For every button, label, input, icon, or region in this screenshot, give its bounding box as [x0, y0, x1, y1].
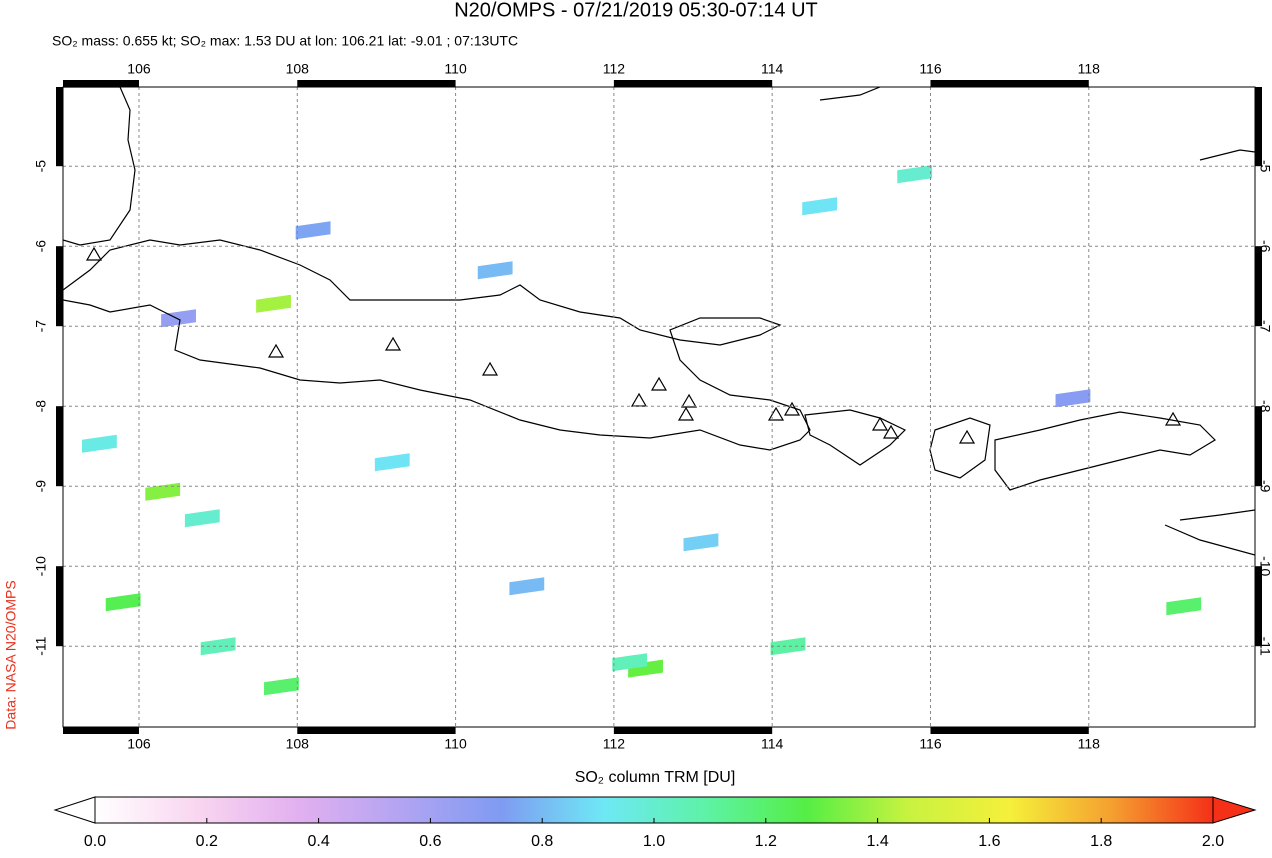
y-tick-label-left: -6: [33, 240, 49, 253]
y-tick-label-left: -11: [33, 636, 49, 655]
so2-pixel: [264, 677, 299, 696]
colorbar-tick-label: 0.0: [84, 833, 106, 850]
coastlines: [63, 87, 1255, 556]
title: N20/OMPS - 07/21/2019 05:30-07:14 UT: [454, 0, 818, 21]
side-label: Data: NASA N20/OMPS: [3, 580, 19, 729]
x-tick-label-top: 110: [444, 61, 467, 77]
colorbar-tick-label: 1.4: [866, 833, 888, 850]
so2-pixel: [509, 577, 545, 596]
x-tick-label-top: 112: [603, 61, 626, 77]
y-tick-label-left: -10: [33, 556, 49, 576]
colorbar-tick-label: 0.8: [531, 833, 553, 850]
y-tick-label-left: -9: [33, 480, 49, 493]
colorbar-over-arrow: [1212, 796, 1257, 824]
frame-bar: [613, 727, 773, 734]
frame-bar: [297, 727, 456, 734]
borneo-coast: [819, 87, 1255, 521]
bali-coast: [804, 409, 907, 466]
so2-pixel: [81, 434, 117, 453]
colorbar-tick-label: 0.2: [196, 833, 218, 850]
frame-bar: [56, 406, 63, 487]
frame-bar: [1255, 246, 1262, 327]
sumba-coast: [1164, 524, 1255, 556]
colorbar: 0.0 0.2 0.4 0.6 0.8 1.0 1.2 1.4 1.6 1.8 2.0: [53, 796, 1257, 850]
frame-bar: [1255, 406, 1262, 487]
x-tick-label-top: 116: [919, 61, 942, 77]
x-tick-label-top: 108: [286, 61, 310, 77]
sumatra-coast: [63, 87, 136, 246]
so2-pixel: [256, 294, 291, 313]
so2-pixel: [683, 533, 719, 552]
x-tick-label-bottom: 112: [603, 736, 626, 752]
colorbar-tick-label: 1.2: [755, 833, 777, 850]
x-tick-label-bottom: 110: [444, 736, 467, 752]
frame-bar: [56, 87, 63, 167]
frame-bar: [63, 80, 139, 87]
so2-pixel: [295, 221, 331, 240]
so2-pixel: [897, 165, 933, 184]
so2-pixel: [374, 453, 410, 472]
grid: [63, 87, 1255, 727]
so2-pixel: [1055, 389, 1091, 408]
so2-pixel: [770, 637, 806, 656]
colorbar-tick-label: 0.4: [307, 833, 329, 850]
y-tick-label-left: -5: [33, 160, 49, 173]
x-tick-label-bottom: 118: [1078, 736, 1101, 752]
so2-pixel: [184, 509, 220, 528]
colorbar-tick-label: 2.0: [1202, 833, 1224, 850]
so2-pixel: [802, 197, 838, 216]
frame-bar: [1255, 566, 1262, 647]
frame-ticks: 106 106 108 108 110 110 112 112 114 114 116 116 118 1…: [33, 61, 1272, 752]
frame-bar: [56, 566, 63, 647]
frame-bar: [930, 80, 1089, 87]
so2-pixel: [161, 309, 196, 328]
colorbar-tick-label: 1.8: [1090, 833, 1112, 850]
colorbar-tick-label: 1.0: [643, 833, 665, 850]
x-tick-label-bottom: 114: [761, 736, 784, 752]
so2-pixel: [145, 482, 181, 501]
x-tick-label-top: 114: [761, 61, 784, 77]
colorbar-tick-label: 1.6: [978, 833, 1000, 850]
so2-pixel: [612, 653, 648, 672]
subtitle: SO₂ mass: 0.655 kt; SO₂ max: 1.53 DU at …: [52, 33, 518, 49]
pixel-layer: [81, 165, 1202, 696]
frame-bar: [297, 80, 456, 87]
colorbar-tick-label: 0.6: [419, 833, 441, 850]
x-tick-label-bottom: 108: [286, 736, 310, 752]
so2-pixel: [105, 593, 141, 612]
x-tick-label-bottom: 106: [127, 736, 151, 752]
map-area: [63, 87, 1255, 727]
java-coast: [63, 239, 811, 451]
y-tick-label-left: -8: [33, 400, 49, 413]
frame-bar: [613, 80, 773, 87]
frame-bar: [930, 727, 1089, 734]
colorbar-under-arrow: [53, 796, 96, 824]
frame-bar: [1255, 87, 1262, 167]
so2-pixel: [1166, 597, 1202, 616]
x-tick-label-top: 106: [127, 61, 151, 77]
frame-bar: [56, 246, 63, 327]
x-tick-label-bottom: 116: [919, 736, 942, 752]
so2-pixel: [477, 261, 513, 280]
frame-bar: [63, 727, 139, 734]
x-tick-label-top: 118: [1078, 61, 1101, 77]
x-axis-label: SO₂ column TRM [DU]: [575, 769, 736, 786]
so2-pixel: [200, 637, 236, 656]
y-tick-label-left: -7: [33, 320, 49, 333]
